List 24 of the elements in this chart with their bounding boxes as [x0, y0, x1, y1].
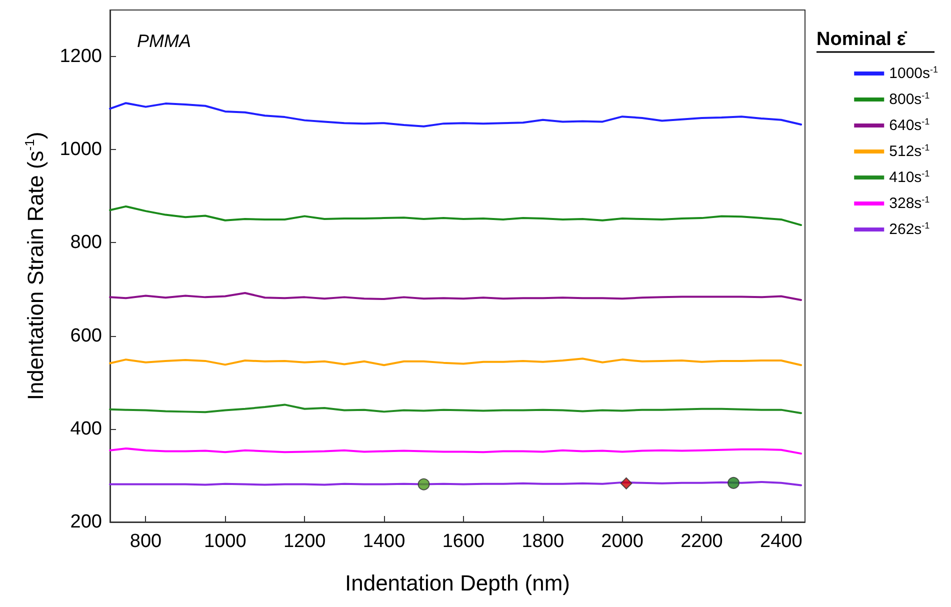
x-tick-label: 1000: [204, 531, 246, 552]
x-tick-label: 1800: [522, 531, 564, 552]
y-tick-label: 600: [70, 325, 102, 346]
y-axis-title: Indentation Strain Rate (s-1): [22, 132, 48, 400]
line-series: [109, 358, 802, 366]
x-axis-title: Indentation Depth (nm): [344, 570, 570, 596]
y-tick-label: 800: [70, 232, 102, 254]
x-tick-label: 1200: [283, 531, 326, 552]
y-tick-label: 1000: [60, 139, 102, 160]
y-tick-label: 200: [70, 512, 102, 532]
x-tick-label: 800: [130, 531, 162, 552]
y-tick-label: 400: [70, 418, 102, 440]
x-tick-label: 1400: [362, 531, 406, 552]
line-series: [109, 205, 802, 226]
legend-title: Nominal ε̇: [816, 29, 908, 50]
x-tick-label: 2200: [680, 531, 723, 552]
line-series: [109, 102, 802, 128]
x-tick-label: 2000: [601, 531, 644, 552]
x-tick-label: 2400: [760, 531, 802, 552]
x-tick-label: 1600: [442, 531, 485, 552]
line-series: [109, 404, 802, 414]
line-series: [109, 292, 802, 301]
annotation: PMMA: [137, 31, 191, 51]
y-tick-label: 1200: [60, 46, 102, 68]
